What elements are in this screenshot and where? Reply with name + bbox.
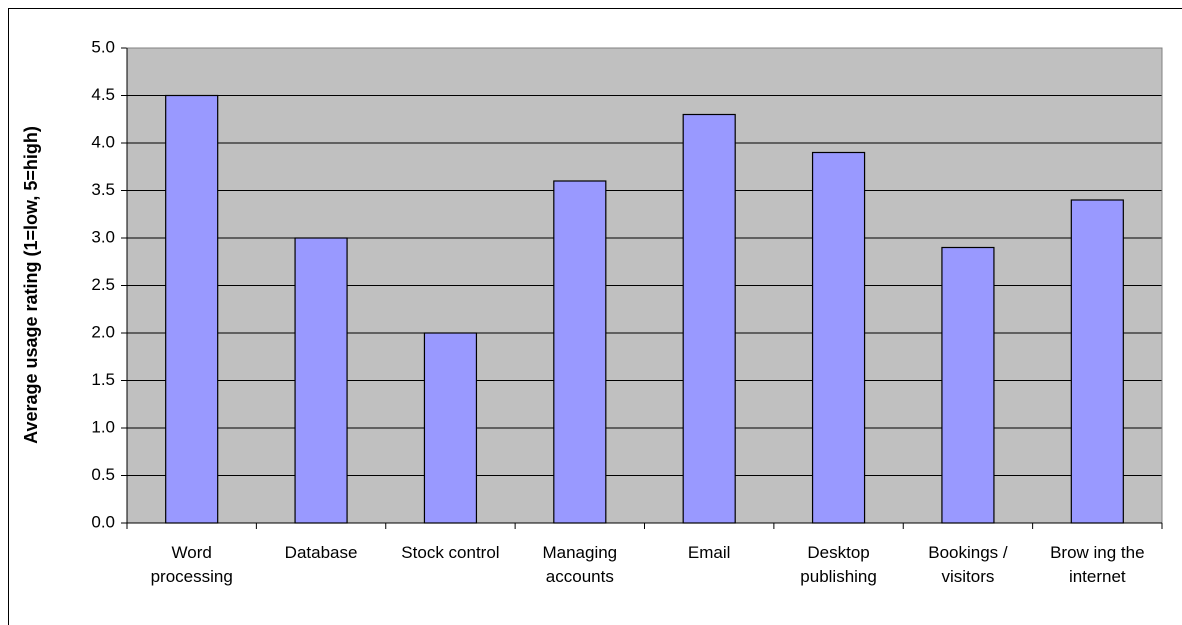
x-tick-label: Desktop publishing [800,543,877,586]
y-tick-label: 0.0 [91,512,115,531]
y-tick-label: 0.5 [91,465,115,484]
bar [553,180,607,524]
bar [682,113,736,524]
y-tick-label: 2.0 [91,322,115,341]
y-tick-label: 3.0 [91,227,115,246]
x-tick-label: Database [284,543,358,562]
bar [941,246,995,524]
x-tick-label: Email [687,543,731,562]
y-tick-label: 1.5 [91,370,115,389]
y-tick-label: 4.5 [91,85,115,104]
bar [165,94,219,524]
bar [811,151,866,524]
y-axis-label: Average usage rating (1=low, 5=high) [21,126,41,444]
x-tick-label: Brow ing the internet [1050,543,1145,586]
y-tick-label: 3.5 [91,180,115,199]
bar [294,237,348,524]
bar [1070,199,1124,524]
y-tick-label: 1.0 [91,417,115,436]
x-tick-label: Managing accounts [542,543,618,586]
y-tick-label: 2.5 [91,275,115,294]
chart-frame [8,8,1182,625]
bar [423,332,478,524]
x-tick-label: Stock control [401,543,500,562]
y-tick-label: 5.0 [91,37,115,56]
x-tick-label: Word processing [150,543,233,586]
x-tick-label: Bookings / visitors [928,543,1008,586]
y-tick-label: 4.0 [91,132,115,151]
